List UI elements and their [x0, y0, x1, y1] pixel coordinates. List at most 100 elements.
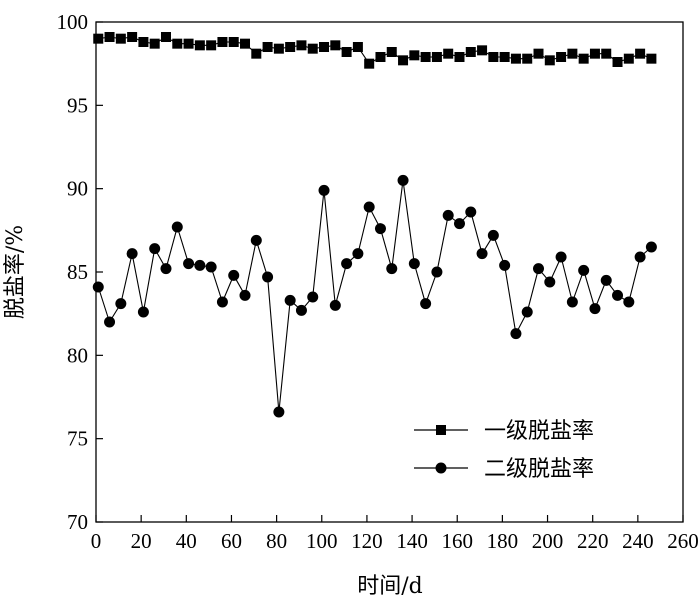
- legend-item: 二级脱盐率: [414, 457, 594, 482]
- data-point-square: [635, 48, 646, 59]
- data-point-circle: [329, 299, 341, 311]
- data-point-square: [431, 52, 442, 62]
- data-point-circle: [228, 269, 240, 281]
- data-point-circle: [544, 276, 556, 288]
- x-tick-label: 100: [306, 529, 338, 553]
- data-point-circle: [273, 406, 285, 418]
- data-point-circle: [589, 303, 601, 315]
- data-point-square: [352, 42, 363, 52]
- data-point-square: [398, 55, 409, 66]
- x-tick-label: 80: [266, 529, 287, 553]
- data-point-square: [465, 47, 476, 57]
- data-point-square: [240, 38, 251, 49]
- data-point-circle: [476, 248, 488, 260]
- data-point-square: [544, 55, 555, 66]
- data-point-circle: [126, 248, 138, 260]
- data-point-circle: [386, 263, 398, 275]
- y-axis-title: 脱盐率/%: [3, 225, 28, 319]
- x-tick-label: 260: [667, 529, 699, 553]
- data-point-square: [262, 42, 273, 52]
- y-tick-label: 90: [67, 177, 88, 201]
- data-point-circle: [363, 201, 375, 213]
- data-point-circle: [183, 258, 195, 270]
- data-point-circle: [634, 251, 646, 263]
- data-point-circle: [318, 184, 330, 196]
- data-point-circle: [160, 263, 172, 275]
- y-tick-label: 80: [67, 343, 88, 367]
- data-point-square: [488, 52, 499, 62]
- series-layer: [92, 32, 657, 418]
- data-point-circle: [137, 306, 149, 318]
- data-point-square: [93, 33, 104, 44]
- data-point-square: [183, 38, 194, 49]
- data-point-circle: [115, 298, 127, 310]
- data-point-circle: [510, 328, 522, 340]
- data-point-square: [217, 37, 228, 47]
- data-point-square: [454, 52, 465, 62]
- data-point-square: [115, 33, 126, 44]
- data-point-square: [273, 43, 284, 54]
- legend-circle-marker: [435, 462, 447, 474]
- x-axis: 0 20 40 60 80 100 120 140 160 180 200 220 240 260: [91, 515, 699, 553]
- data-point-circle: [533, 263, 545, 275]
- data-point-circle: [171, 221, 183, 233]
- data-point-square: [319, 42, 330, 52]
- data-point-circle: [352, 248, 364, 260]
- data-point-square: [206, 40, 217, 51]
- data-point-square: [104, 32, 115, 42]
- data-point-square: [330, 40, 341, 51]
- data-point-circle: [262, 271, 274, 283]
- data-point-square: [443, 48, 454, 59]
- data-point-circle: [408, 258, 420, 270]
- data-point-circle: [284, 294, 296, 306]
- data-point-circle: [623, 296, 635, 308]
- data-point-square: [386, 47, 397, 57]
- data-point-circle: [521, 306, 533, 318]
- data-point-square: [307, 43, 318, 54]
- data-point-square: [420, 52, 431, 62]
- y-tick-label: 70: [67, 510, 88, 534]
- x-tick-label: 160: [441, 529, 473, 553]
- data-point-square: [477, 45, 488, 56]
- data-point-square: [127, 32, 138, 42]
- data-point-circle: [499, 259, 511, 271]
- data-point-circle: [104, 316, 116, 328]
- x-tick-label: 140: [396, 529, 428, 553]
- x-tick-label: 180: [487, 529, 519, 553]
- data-point-square: [296, 40, 307, 51]
- data-point-square: [556, 52, 567, 62]
- series-2: [92, 174, 657, 418]
- y-tick-label: 75: [67, 427, 88, 451]
- data-point-circle: [341, 258, 353, 270]
- data-point-square: [375, 52, 386, 62]
- data-point-square: [364, 58, 375, 69]
- data-point-square: [251, 48, 262, 59]
- data-point-square: [499, 52, 510, 62]
- data-point-square: [623, 53, 634, 64]
- data-point-circle: [442, 209, 454, 221]
- data-point-square: [194, 40, 205, 51]
- data-point-circle: [307, 291, 319, 303]
- data-point-square: [646, 53, 657, 64]
- data-point-square: [172, 38, 183, 49]
- data-point-circle: [149, 243, 161, 255]
- legend-item: 一级脱盐率: [414, 419, 594, 444]
- data-point-circle: [578, 264, 590, 276]
- legend-label: 一级脱盐率: [484, 419, 594, 444]
- x-tick-label: 220: [577, 529, 609, 553]
- data-point-square: [601, 48, 612, 59]
- data-point-square: [567, 48, 578, 59]
- y-tick-label: 85: [67, 260, 88, 284]
- data-point-circle: [397, 174, 409, 186]
- data-point-circle: [250, 234, 262, 246]
- data-point-square: [228, 37, 239, 47]
- series-1: [93, 32, 657, 69]
- y-tick-label: 100: [57, 10, 89, 34]
- data-point-circle: [92, 281, 104, 293]
- data-point-square: [149, 38, 160, 49]
- data-point-square: [409, 50, 420, 61]
- data-point-square: [341, 47, 352, 57]
- x-tick-label: 200: [532, 529, 564, 553]
- x-tick-label: 120: [351, 529, 383, 553]
- x-tick-label: 40: [176, 529, 197, 553]
